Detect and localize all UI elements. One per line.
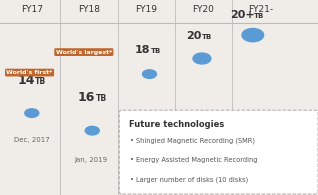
Text: Future technologies: Future technologies xyxy=(129,120,224,129)
Text: 20: 20 xyxy=(186,31,201,41)
Text: TB: TB xyxy=(254,13,265,20)
FancyBboxPatch shape xyxy=(119,110,318,194)
Text: TB: TB xyxy=(151,48,161,54)
Text: • Larger number of disks (10 disks): • Larger number of disks (10 disks) xyxy=(130,176,249,183)
Text: TB: TB xyxy=(202,34,212,40)
Text: 20+: 20+ xyxy=(231,11,255,20)
Text: FY17: FY17 xyxy=(21,5,43,14)
Text: 16: 16 xyxy=(78,91,95,104)
Circle shape xyxy=(85,126,99,135)
Circle shape xyxy=(193,53,211,64)
Text: TB: TB xyxy=(35,77,46,86)
Circle shape xyxy=(142,70,156,78)
Text: Jan, 2019: Jan, 2019 xyxy=(74,157,107,163)
Text: • Energy Assisted Magnetic Recording: • Energy Assisted Magnetic Recording xyxy=(130,157,258,163)
Text: 18: 18 xyxy=(135,45,151,55)
Text: • Shingled Magnetic Recording (SMR): • Shingled Magnetic Recording (SMR) xyxy=(130,137,255,144)
Text: 14: 14 xyxy=(17,74,35,87)
Text: World's largest*: World's largest* xyxy=(56,50,112,55)
Circle shape xyxy=(25,109,39,117)
Text: TB: TB xyxy=(96,94,107,103)
Text: Dec, 2017: Dec, 2017 xyxy=(14,137,50,144)
Text: FY21-: FY21- xyxy=(248,5,273,14)
Text: FY18: FY18 xyxy=(78,5,100,14)
Text: FY20: FY20 xyxy=(193,5,214,14)
Text: FY19: FY19 xyxy=(135,5,157,14)
Text: World's first*: World's first* xyxy=(6,70,53,75)
Circle shape xyxy=(242,28,264,42)
